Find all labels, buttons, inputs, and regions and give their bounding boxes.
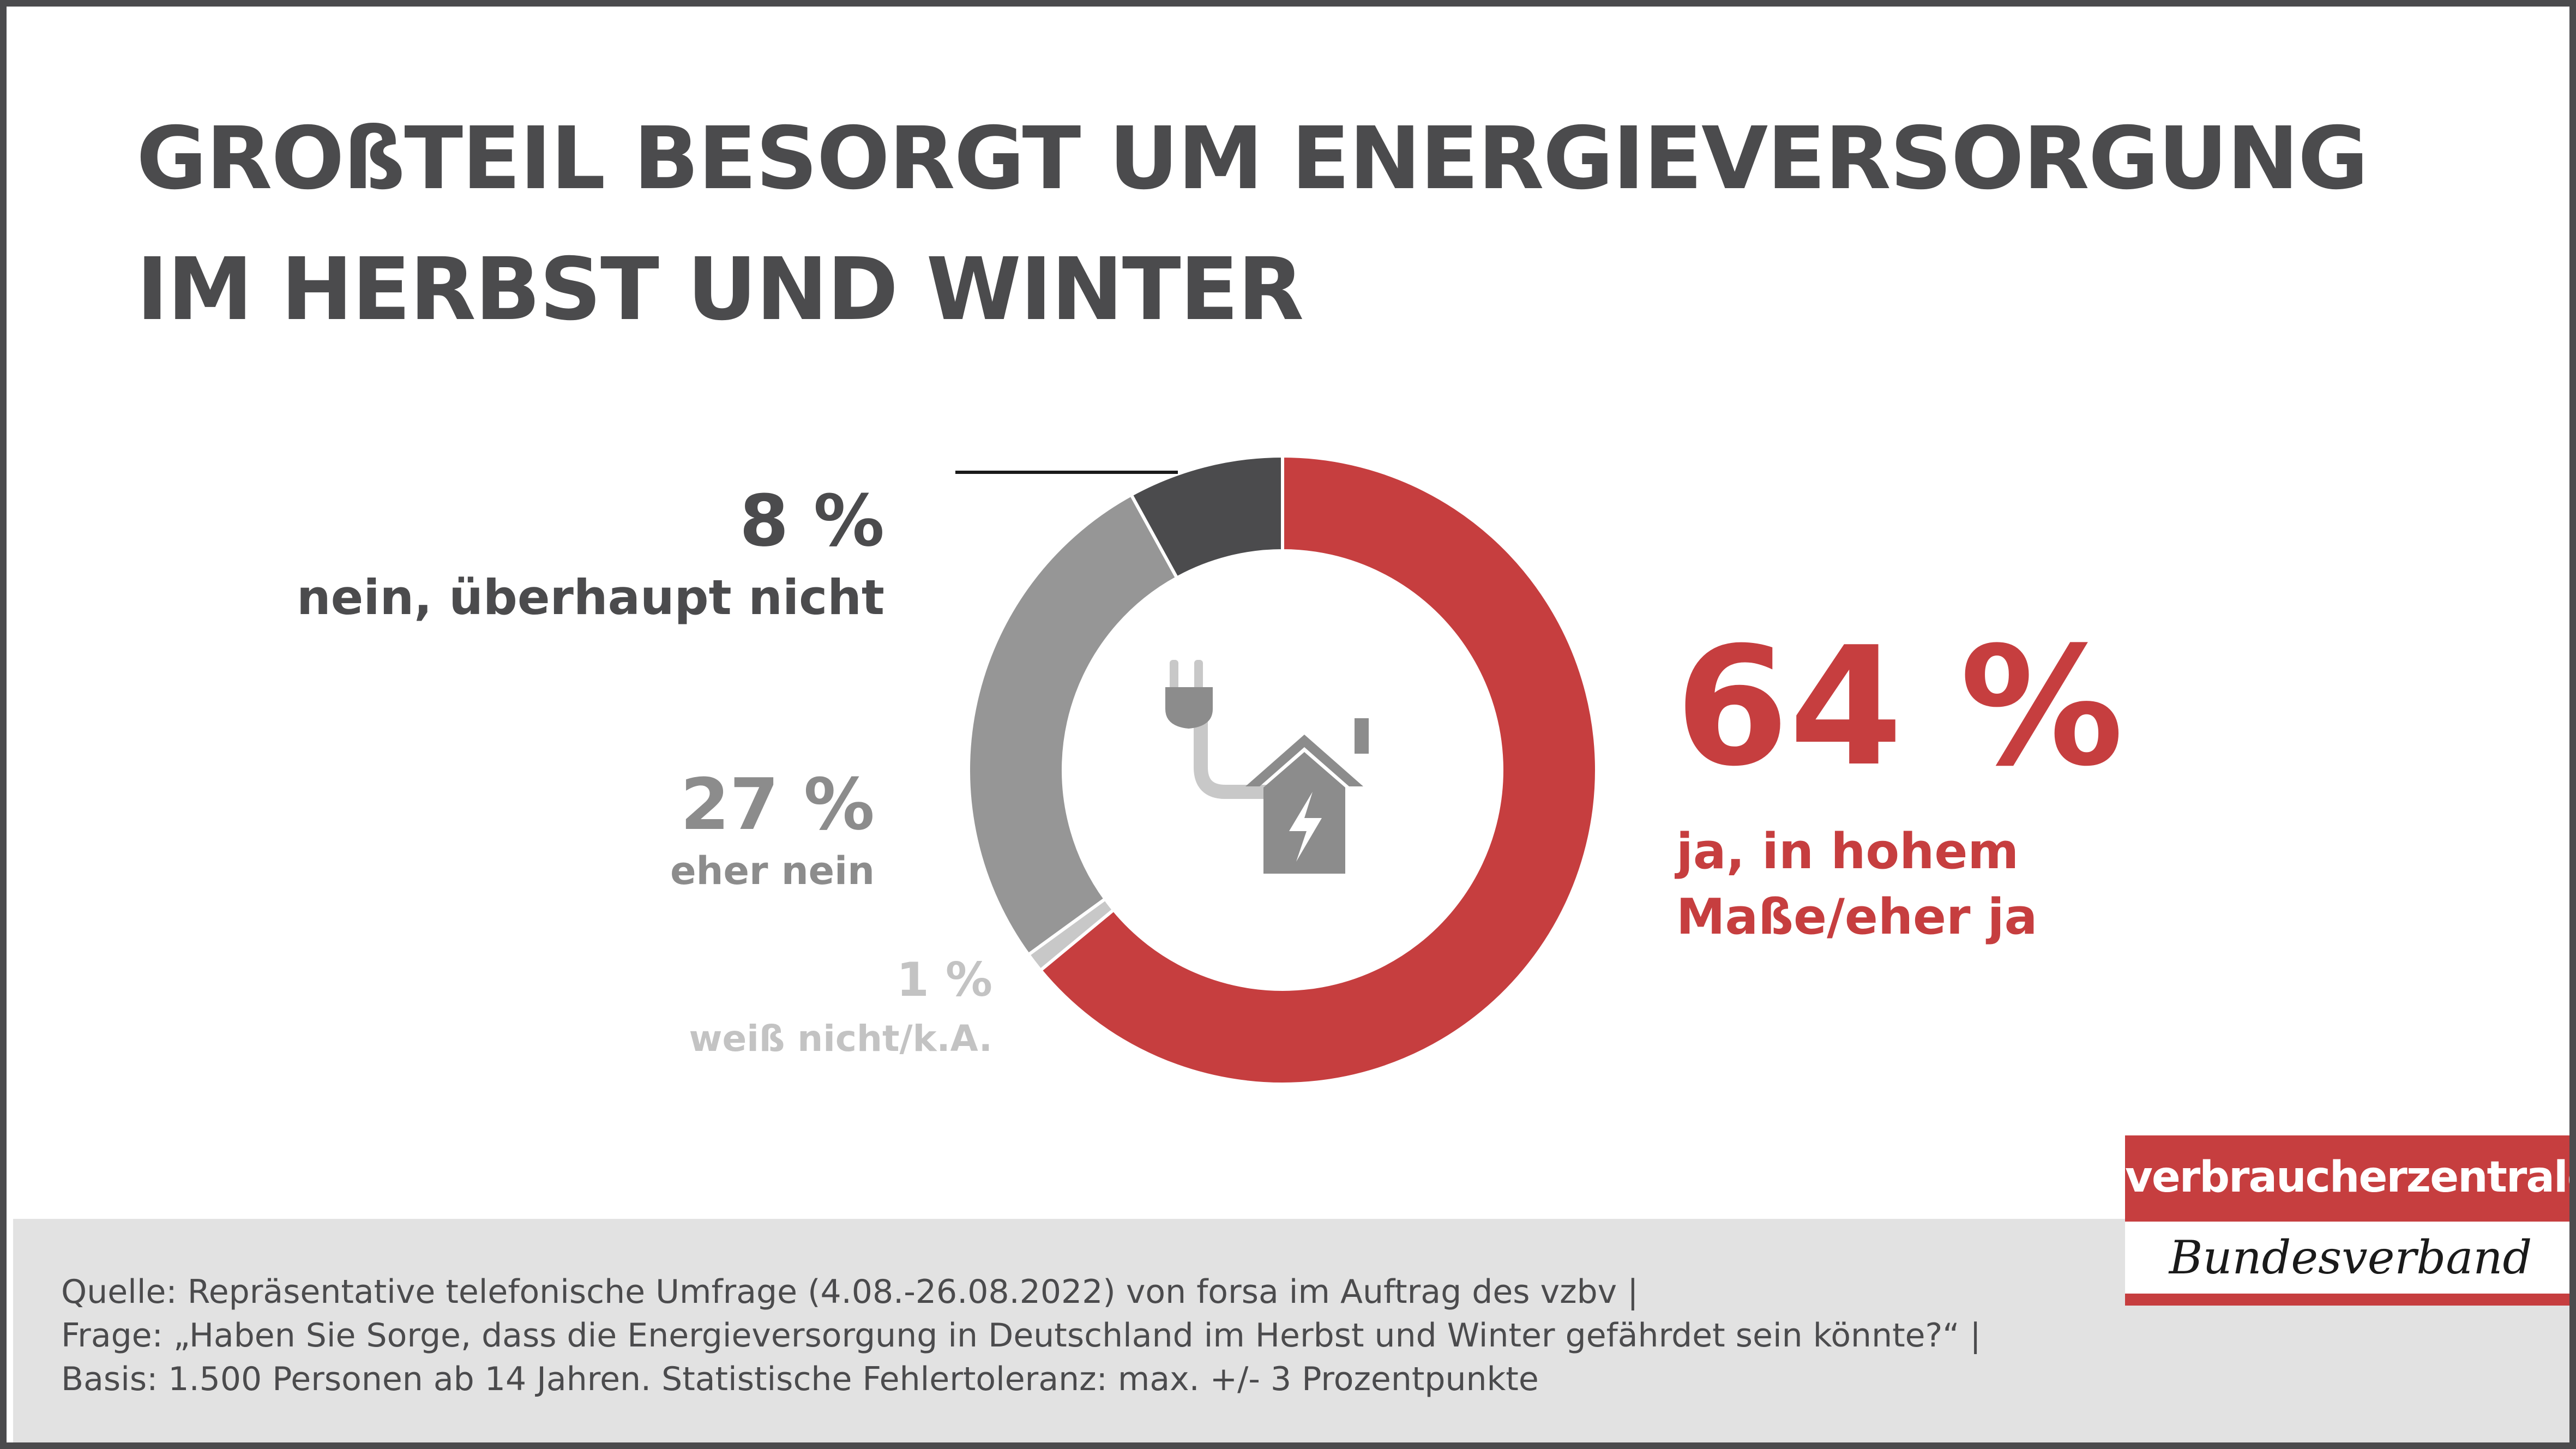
yes-text-label-line2: Maße/eher ja [1676,888,2038,946]
chart-title-line1: GROßTEIL BESORGT UM ENERGIEVERSORGUNG [136,109,2369,209]
yes-text-label-line1: ja, in hohem [1676,823,2019,880]
chart-title-line2: IM HERBST UND WINTER [136,239,1304,340]
notatall-value-label: 8 % [739,479,884,562]
notatall-text-label: nein, überhaupt nicht [297,569,884,626]
donut-slice-0 [1038,454,1598,1086]
logo-top-text: verbraucherzentrale [2125,1153,2576,1202]
house-plug-icon [1165,660,1369,874]
logo-bottom-text: Bundesverband [2125,1222,2569,1294]
source-line1: Quelle: Repräsentative telefonische Umfr… [61,1273,1639,1311]
ratherno-text-label: eher nein [670,849,875,893]
ratherno-value-label: 27 % [680,763,875,846]
source-line2: Frage: „Haben Sie Sorge, dass die Energi… [61,1316,1981,1355]
donut-slice-3 [1129,454,1284,580]
donut-slice-2 [967,492,1179,957]
vzbv-logo: verbraucherzentrale Bundesverband [2125,1135,2576,1306]
donut-chart [955,454,1598,1086]
dontknow-text-label: weiß nicht/k.A. [689,1018,992,1060]
source-line3: Basis: 1.500 Personen ab 14 Jahren. Stat… [61,1360,1539,1398]
donut-slices [967,454,1598,1086]
yes-value-label: 64 % [1675,612,2124,802]
dontknow-value-label: 1 % [896,953,992,1007]
